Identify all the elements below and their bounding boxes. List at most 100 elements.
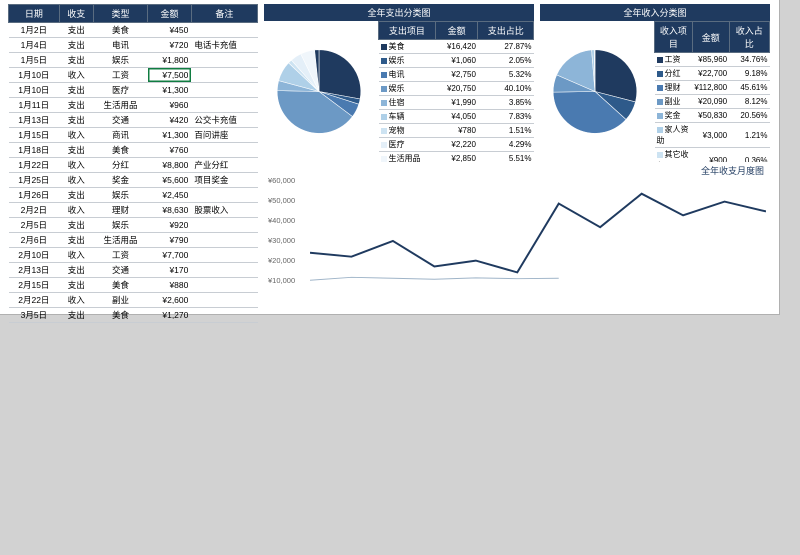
cell[interactable]: 2.05% [478,54,534,68]
table-row[interactable]: 住宿¥1,9903.85% [379,96,534,110]
cell[interactable]: 1.51% [478,124,534,138]
cell[interactable]: 副业 [655,95,693,109]
cell[interactable]: 医疗 [379,138,436,152]
cell[interactable]: ¥7,700 [148,248,192,263]
cell[interactable]: 美食 [379,40,436,54]
table-row[interactable]: 宠物¥7801.51% [379,124,534,138]
cell[interactable]: 工资 [93,248,148,263]
cell[interactable]: 20.56% [729,109,769,123]
cell[interactable]: 1月18日 [9,143,60,158]
cell[interactable]: 1月10日 [9,83,60,98]
cell[interactable]: ¥8,630 [148,203,192,218]
cell[interactable]: 支出 [59,233,93,248]
table-row[interactable]: 车辆¥4,0507.83% [379,110,534,124]
cell[interactable]: 产业分红 [191,158,257,173]
cell[interactable]: ¥420 [148,113,192,128]
col-header[interactable]: 类型 [93,5,148,23]
cell[interactable]: 娱乐 [93,53,148,68]
cell[interactable]: 1月4日 [9,38,60,53]
cell[interactable]: 1月10日 [9,68,60,83]
cell[interactable]: 支出 [59,263,93,278]
table-row[interactable]: 娱乐¥20,75040.10% [379,82,534,96]
table-row[interactable]: 家人资助¥3,0001.21% [655,123,770,148]
table-row[interactable]: 副业¥20,0908.12% [655,95,770,109]
cell[interactable]: 娱乐 [93,218,148,233]
cell[interactable]: ¥1,060 [435,54,478,68]
cell[interactable] [191,248,257,263]
cell[interactable]: 收入 [59,128,93,143]
col-header[interactable]: 日期 [9,5,60,23]
table-row[interactable]: 1月2日支出美食¥450 [9,23,258,38]
cell[interactable]: 1月11日 [9,98,60,113]
cell[interactable]: ¥3,000 [692,123,729,148]
table-row[interactable]: 2月13日支出交通¥170 [9,263,258,278]
col-header[interactable]: 收支 [59,5,93,23]
cell[interactable]: 收入 [59,68,93,83]
cell[interactable]: 2月6日 [9,233,60,248]
cell[interactable]: 2月2日 [9,203,60,218]
cell[interactable]: ¥2,600 [148,293,192,308]
cell[interactable]: 电讯 [379,68,436,82]
cell[interactable]: 8.12% [729,95,769,109]
cell[interactable]: ¥2,220 [435,138,478,152]
cell[interactable]: 生活用品 [93,233,148,248]
cell[interactable]: ¥8,800 [148,158,192,173]
table-row[interactable]: 1月18日支出美食¥760 [9,143,258,158]
cell[interactable]: 股票收入 [191,203,257,218]
cell[interactable]: 生活用品 [93,98,148,113]
col-header[interactable]: 收入占比 [729,22,769,53]
col-header[interactable]: 收入项目 [655,22,693,53]
cell[interactable]: 娱乐 [93,188,148,203]
income-breakdown-table[interactable]: 收入项目金额收入占比 工资¥85,96034.76%分红¥22,7009.18%… [654,21,770,173]
cell[interactable]: 收入 [59,203,93,218]
cell[interactable]: 支出 [59,143,93,158]
cell[interactable]: 1月22日 [9,158,60,173]
cell[interactable]: ¥85,960 [692,53,729,67]
table-row[interactable]: 1月10日收入工资¥7,500 [9,68,258,83]
cell[interactable] [191,143,257,158]
table-row[interactable]: 1月22日收入分红¥8,800产业分红 [9,158,258,173]
line-series[interactable] [310,194,766,273]
cell[interactable]: 支出 [59,113,93,128]
cell[interactable]: 3.85% [478,96,534,110]
cell[interactable]: ¥2,450 [148,188,192,203]
cell[interactable]: 9.18% [729,67,769,81]
cell[interactable]: 2月5日 [9,218,60,233]
cell[interactable]: 分红 [655,67,693,81]
cell[interactable]: 支出 [59,308,93,323]
cell[interactable]: 娱乐 [379,54,436,68]
col-header[interactable]: 金额 [148,5,192,23]
cell[interactable]: 工资 [655,53,693,67]
cell[interactable]: 电讯 [93,38,148,53]
col-header[interactable]: 支出占比 [478,22,534,40]
cell[interactable]: ¥7,500 [148,68,192,83]
cell[interactable]: ¥1,990 [435,96,478,110]
cell[interactable]: 收入 [59,158,93,173]
table-row[interactable]: 工资¥85,96034.76% [655,53,770,67]
cell[interactable]: 45.61% [729,81,769,95]
line-chart-area[interactable]: 全年收支月度图 ¥60,000¥50,000¥40,000¥30,000¥20,… [268,162,772,312]
cell[interactable]: 娱乐 [379,82,436,96]
cell[interactable]: 1.21% [729,123,769,148]
cell[interactable]: 支出 [59,218,93,233]
line-series[interactable] [310,277,559,280]
col-header[interactable]: 备注 [191,5,257,23]
table-row[interactable]: 分红¥22,7009.18% [655,67,770,81]
table-row[interactable]: 1月15日收入商讯¥1,300百问讲座 [9,128,258,143]
table-row[interactable]: 医疗¥2,2204.29% [379,138,534,152]
cell[interactable] [191,308,257,323]
cell[interactable]: ¥50,830 [692,109,729,123]
table-row[interactable]: 2月10日收入工资¥7,700 [9,248,258,263]
table-row[interactable]: 1月4日支出电讯¥720电话卡充值 [9,38,258,53]
cell[interactable]: ¥2,750 [435,68,478,82]
cell[interactable]: ¥22,700 [692,67,729,81]
cell[interactable]: 2月13日 [9,263,60,278]
cell[interactable]: 5.32% [478,68,534,82]
cell[interactable]: 1月2日 [9,23,60,38]
cell[interactable]: 宠物 [379,124,436,138]
cell[interactable]: 支出 [59,38,93,53]
cell[interactable]: 交通 [93,263,148,278]
col-header[interactable]: 金额 [435,22,478,40]
table-row[interactable]: 1月11日支出生活用品¥960 [9,98,258,113]
cell[interactable]: 美食 [93,308,148,323]
